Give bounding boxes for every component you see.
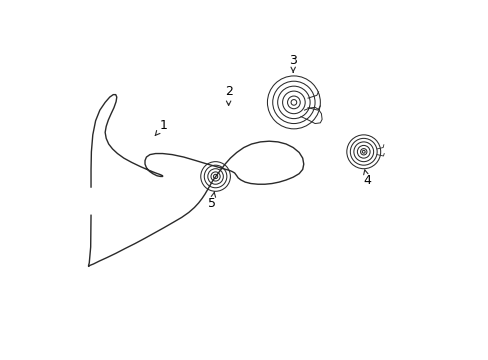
Text: 3: 3 [289,54,297,72]
Text: 5: 5 [207,192,216,211]
Text: 1: 1 [155,119,168,135]
Text: 4: 4 [363,170,370,186]
Text: 2: 2 [224,85,232,105]
